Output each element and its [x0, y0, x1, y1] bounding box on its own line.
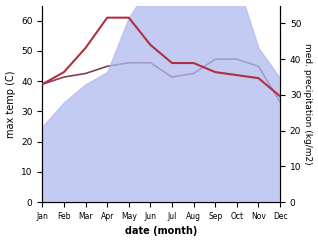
Y-axis label: med. precipitation (kg/m2): med. precipitation (kg/m2): [303, 43, 313, 165]
Y-axis label: max temp (C): max temp (C): [5, 70, 16, 138]
X-axis label: date (month): date (month): [125, 227, 197, 236]
